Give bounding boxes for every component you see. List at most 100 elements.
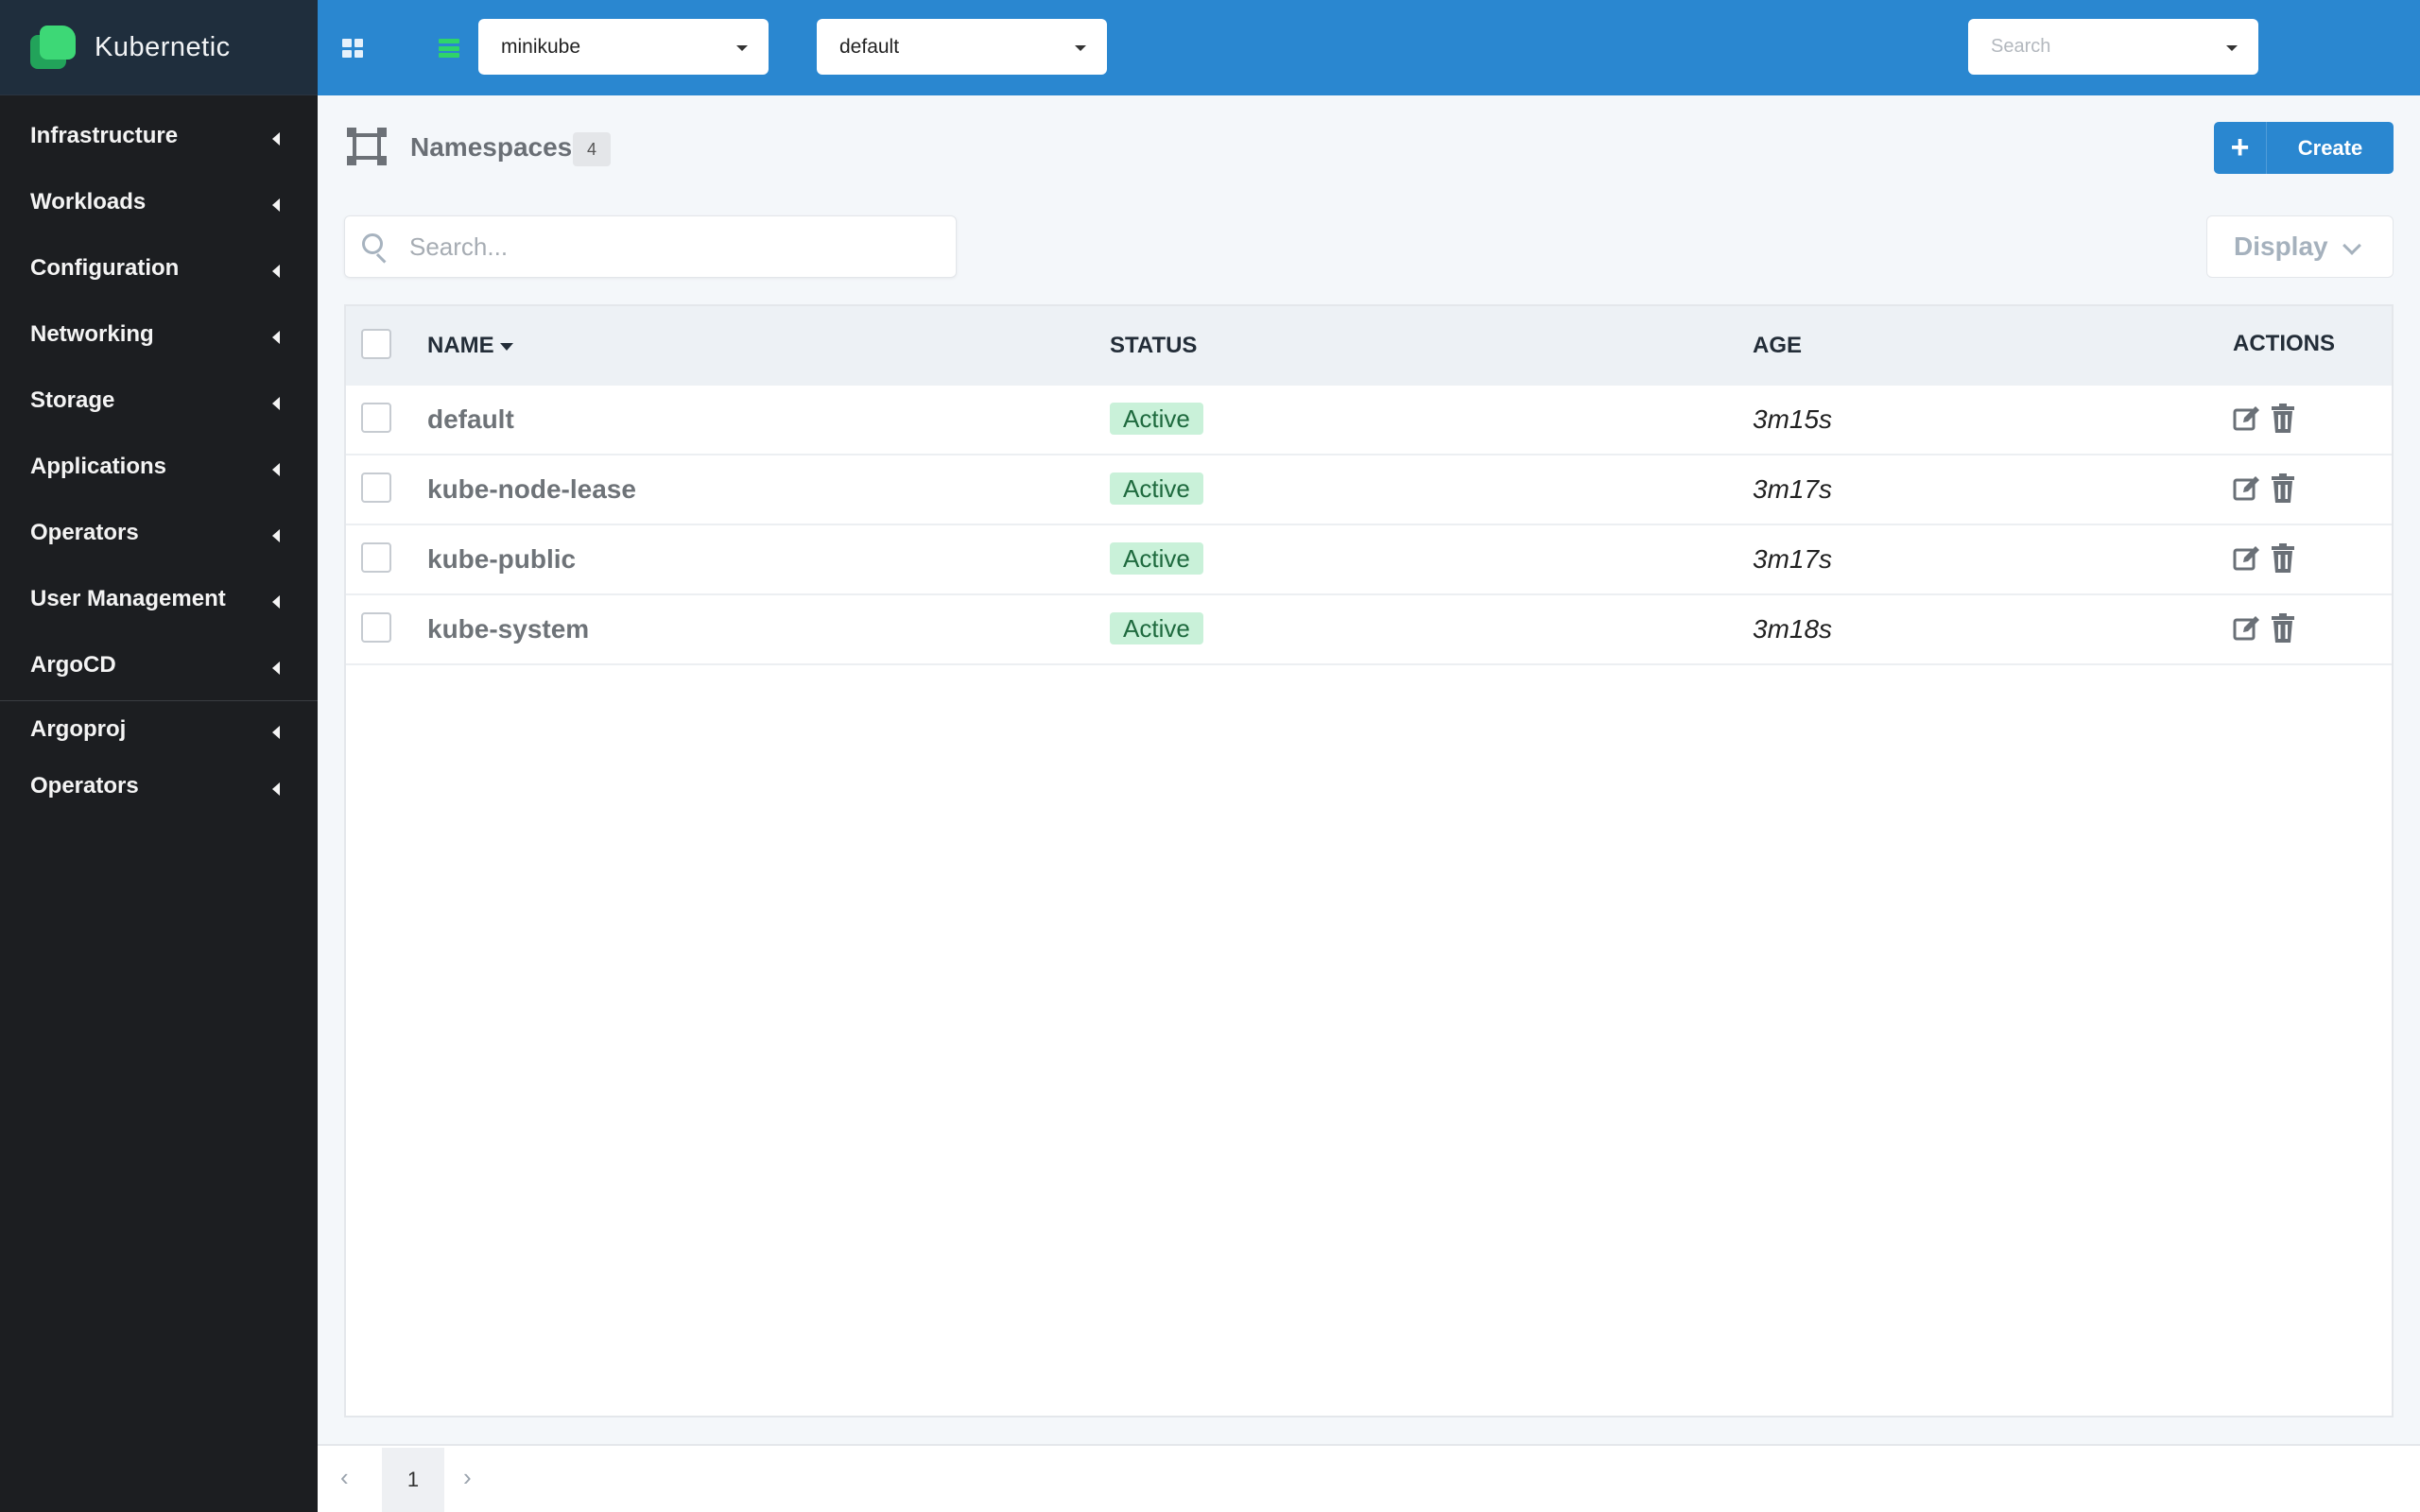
column-header-name[interactable]: NAME bbox=[427, 333, 513, 359]
caret-down-icon bbox=[1075, 45, 1086, 51]
create-button-label: Create bbox=[2297, 135, 2363, 160]
sidebar-item-label: Operators bbox=[30, 773, 139, 799]
sidebar-item-label: Networking bbox=[30, 321, 154, 347]
edit-icon[interactable] bbox=[2233, 474, 2261, 503]
namespace-name-link[interactable]: default bbox=[427, 404, 514, 434]
page-1-button[interactable]: 1 bbox=[382, 1448, 444, 1512]
namespaces-icon bbox=[347, 128, 387, 165]
global-search-placeholder: Search bbox=[1991, 36, 2051, 57]
row-checkbox[interactable] bbox=[361, 403, 391, 433]
sidebar-item-workloads[interactable]: Workloads bbox=[0, 169, 318, 235]
sidebar-item-argoproj[interactable]: Argoproj bbox=[0, 701, 318, 758]
sidebar-extra-nav: Argoproj Operators bbox=[0, 701, 318, 815]
sidebar-item-label: Workloads bbox=[30, 189, 147, 215]
display-dropdown[interactable]: Display bbox=[2206, 215, 2394, 278]
sidebar: Kubernetic Infrastructure Workloads Conf… bbox=[0, 0, 318, 1512]
column-header-age: AGE bbox=[1753, 333, 1803, 358]
edit-icon[interactable] bbox=[2233, 614, 2261, 643]
sidebar-item-user-management[interactable]: User Management bbox=[0, 566, 318, 632]
user-menu-caret-icon[interactable] bbox=[2187, 43, 2199, 49]
age-value: 3m15s bbox=[1753, 404, 1833, 434]
pagination: ‹ 1 › bbox=[318, 1444, 2420, 1512]
brand-name: Kubernetic bbox=[95, 31, 231, 62]
table-row: default Active 3m15s bbox=[346, 386, 2392, 455]
grid-view-icon[interactable] bbox=[342, 39, 363, 58]
sidebar-item-label: ArgoCD bbox=[30, 652, 116, 678]
caret-left-icon bbox=[272, 782, 280, 796]
search-icon bbox=[362, 233, 389, 264]
status-badge: Active bbox=[1110, 403, 1203, 435]
sidebar-item-operators[interactable]: Operators bbox=[0, 500, 318, 566]
create-button[interactable]: + Create bbox=[2214, 122, 2394, 174]
sidebar-item-argocd[interactable]: ArgoCD bbox=[0, 632, 318, 698]
global-search-select[interactable]: Search bbox=[1968, 19, 2258, 75]
cluster-select-value: minikube bbox=[501, 35, 581, 58]
column-header-actions: ACTIONS bbox=[2233, 331, 2335, 356]
trash-icon[interactable] bbox=[2271, 404, 2295, 434]
sidebar-item-operators-crd[interactable]: Operators bbox=[0, 758, 318, 815]
namespace-select[interactable]: default bbox=[817, 19, 1107, 75]
sort-desc-icon bbox=[499, 342, 513, 351]
caret-left-icon bbox=[272, 198, 280, 212]
topbar: minikube default Search bbox=[318, 0, 2420, 95]
search-input[interactable] bbox=[409, 226, 939, 267]
namespace-name-link[interactable]: kube-system bbox=[427, 614, 590, 644]
sidebar-item-label: Operators bbox=[30, 520, 139, 545]
table-search bbox=[344, 215, 957, 278]
caret-left-icon bbox=[272, 265, 280, 278]
caret-left-icon bbox=[272, 132, 280, 146]
caret-down-icon bbox=[2226, 45, 2238, 51]
list-view-icon[interactable] bbox=[439, 39, 459, 58]
sidebar-item-infrastructure[interactable]: Infrastructure bbox=[0, 103, 318, 169]
table-row: kube-system Active 3m18s bbox=[346, 595, 2392, 665]
cluster-select[interactable]: minikube bbox=[478, 19, 769, 75]
table-header: NAME STATUS AGE ACTIONS bbox=[346, 306, 2392, 386]
sidebar-item-configuration[interactable]: Configuration bbox=[0, 235, 318, 301]
namespace-name-link[interactable]: kube-public bbox=[427, 544, 577, 574]
age-value: 3m17s bbox=[1753, 544, 1833, 574]
sidebar-item-applications[interactable]: Applications bbox=[0, 434, 318, 500]
column-header-status: STATUS bbox=[1110, 333, 1198, 358]
trash-icon[interactable] bbox=[2271, 613, 2295, 644]
status-badge: Active bbox=[1110, 472, 1203, 505]
kubernetic-logo-icon bbox=[28, 24, 76, 71]
table-row: kube-public Active 3m17s bbox=[346, 525, 2392, 595]
trash-icon[interactable] bbox=[2271, 543, 2295, 574]
caret-left-icon bbox=[272, 662, 280, 675]
age-value: 3m17s bbox=[1753, 474, 1833, 504]
namespaces-table: NAME STATUS AGE ACTIONS default Active 3… bbox=[344, 304, 2394, 1418]
caret-left-icon bbox=[272, 529, 280, 542]
display-dropdown-label: Display bbox=[2234, 232, 2328, 261]
namespace-name-link[interactable]: kube-node-lease bbox=[427, 474, 636, 504]
next-page-button[interactable]: › bbox=[463, 1463, 472, 1491]
sidebar-item-label: Infrastructure bbox=[30, 123, 179, 148]
edit-icon[interactable] bbox=[2233, 544, 2261, 573]
chevron-down-icon bbox=[2342, 236, 2361, 255]
status-badge: Active bbox=[1110, 612, 1203, 644]
plus-icon: + bbox=[2214, 122, 2267, 174]
sidebar-item-label: User Management bbox=[30, 586, 226, 611]
sidebar-nav: Infrastructure Workloads Configuration N… bbox=[0, 95, 318, 698]
row-checkbox[interactable] bbox=[361, 612, 391, 643]
sidebar-item-label: Applications bbox=[30, 454, 167, 479]
select-all-checkbox[interactable] bbox=[361, 329, 391, 359]
row-checkbox[interactable] bbox=[361, 542, 391, 573]
edit-icon[interactable] bbox=[2233, 404, 2261, 433]
caret-left-icon bbox=[272, 726, 280, 739]
caret-left-icon bbox=[272, 463, 280, 476]
trash-icon[interactable] bbox=[2271, 473, 2295, 504]
row-checkbox[interactable] bbox=[361, 472, 391, 503]
brand: Kubernetic bbox=[0, 0, 318, 95]
sidebar-item-label: Argoproj bbox=[30, 716, 127, 742]
sidebar-item-networking[interactable]: Networking bbox=[0, 301, 318, 368]
prev-page-button[interactable]: ‹ bbox=[340, 1463, 349, 1491]
table-row: kube-node-lease Active 3m17s bbox=[346, 455, 2392, 525]
namespace-count-badge: 4 bbox=[573, 132, 611, 166]
caret-left-icon bbox=[272, 595, 280, 609]
caret-left-icon bbox=[272, 397, 280, 410]
user-avatar-icon[interactable] bbox=[2121, 25, 2165, 68]
sidebar-item-storage[interactable]: Storage bbox=[0, 368, 318, 434]
caret-down-icon bbox=[736, 45, 748, 51]
page-title: Namespaces bbox=[410, 132, 573, 162]
sidebar-divider bbox=[0, 700, 318, 701]
